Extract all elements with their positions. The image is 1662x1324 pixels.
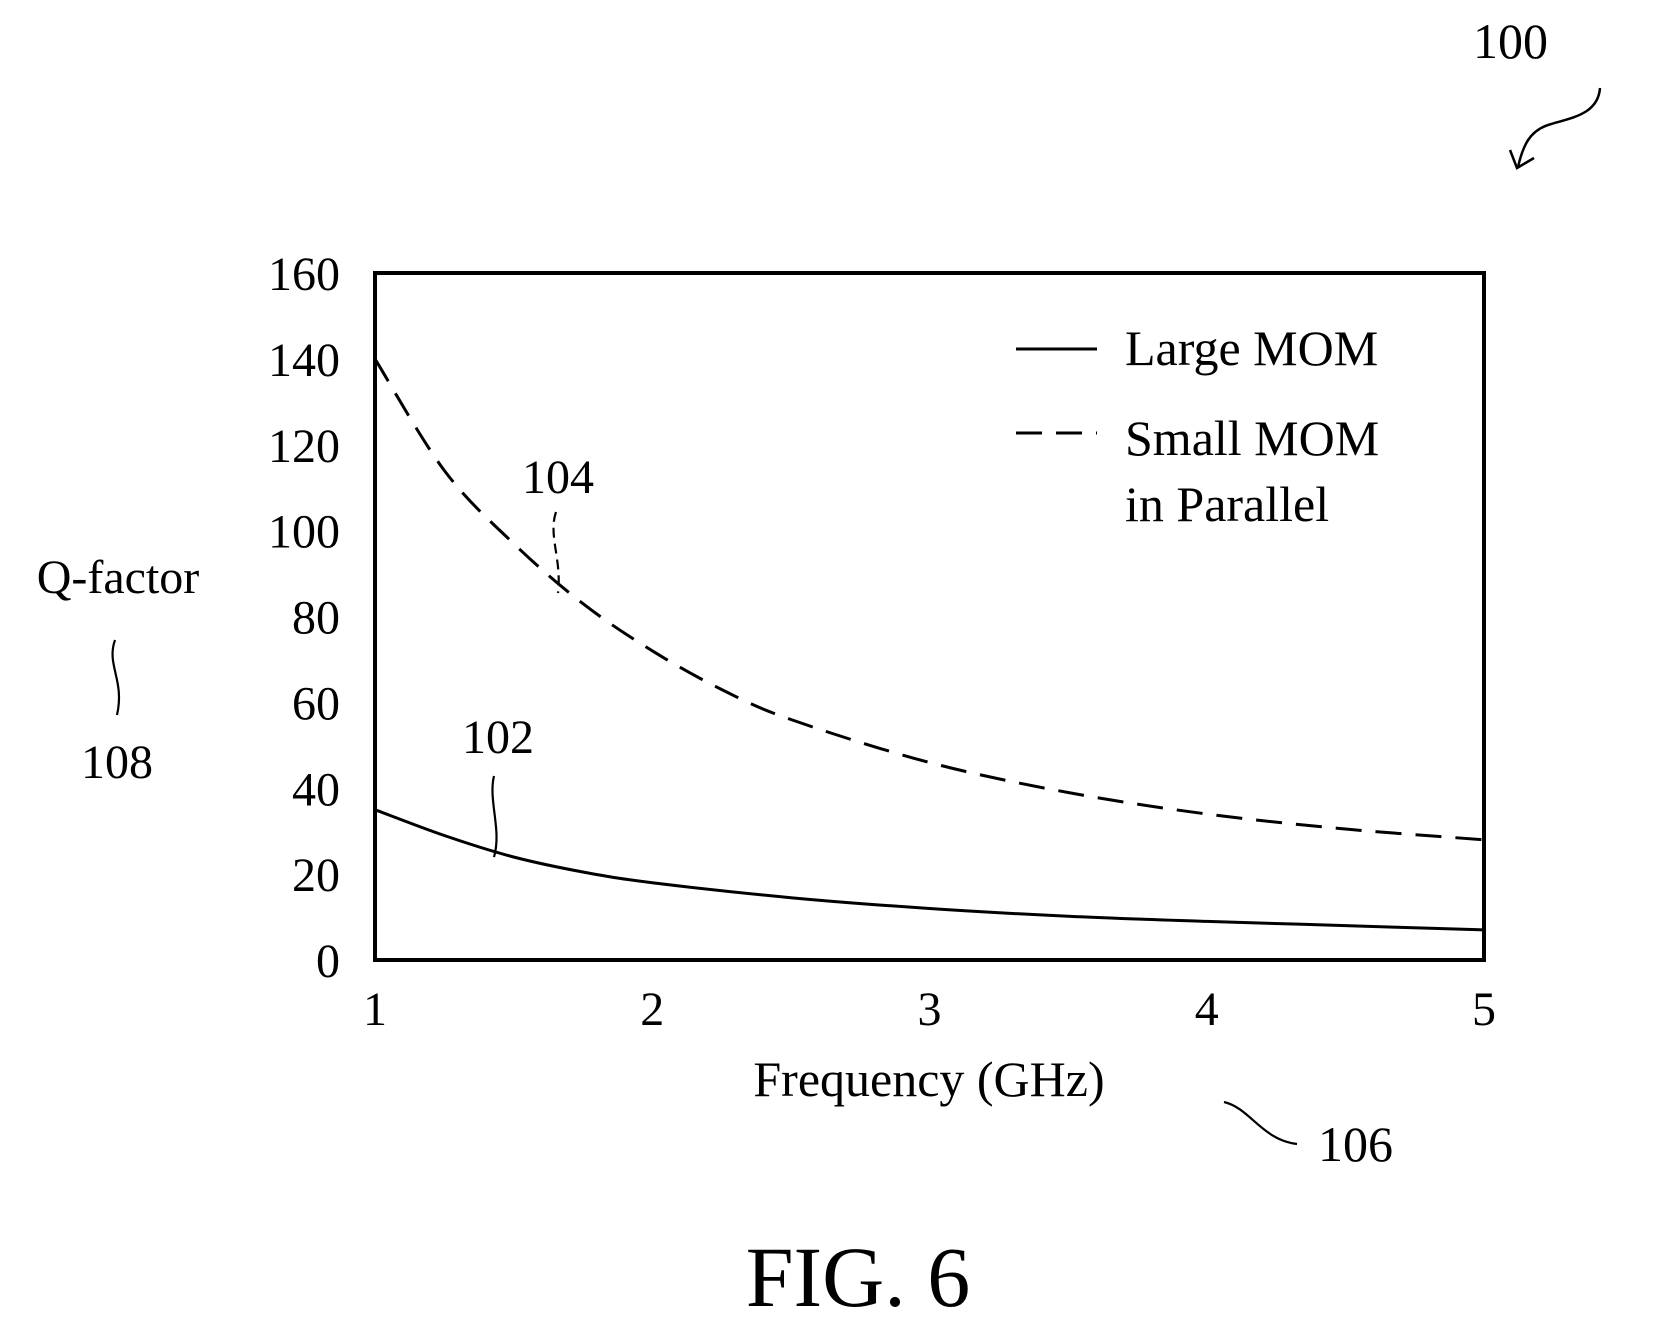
legend-label-small-mom-line1: Small MOM <box>1125 410 1379 466</box>
series-ref-104: 104 <box>522 451 594 504</box>
x-axis-ref-number: 106 <box>1318 1116 1393 1172</box>
x-axis-label: Frequency (GHz) <box>753 1051 1104 1107</box>
series-line-large-mom <box>374 808 1485 932</box>
y-tick-label: 100 <box>268 506 340 559</box>
y-tick-label: 20 <box>292 849 340 902</box>
x-tick-label: 5 <box>1472 983 1496 1036</box>
figure-ref-arrowhead <box>1508 149 1535 170</box>
y-axis-ref-leader <box>111 639 121 716</box>
y-tick-labels: 0 20 40 60 80 100 120 140 160 <box>268 248 340 988</box>
legend-label-small-mom-line2: in Parallel <box>1125 476 1329 532</box>
x-axis-ref-leader <box>1223 1100 1298 1146</box>
y-tick-label: 160 <box>268 248 340 301</box>
figure-caption: FIG. 6 <box>746 1229 971 1324</box>
series-ref-104-leader <box>552 511 560 594</box>
series-line-small-mom-parallel <box>373 358 1485 842</box>
y-tick-label: 0 <box>316 935 340 988</box>
y-tick-label: 60 <box>292 677 340 730</box>
series-ref-102-leader <box>491 775 498 858</box>
x-tick-label: 4 <box>1195 983 1219 1036</box>
series-ref-102: 102 <box>462 711 534 764</box>
x-tick-labels: 1 2 3 4 5 <box>363 983 1496 1036</box>
figure-ref-arrow <box>1516 87 1602 168</box>
x-tick-label: 1 <box>363 983 387 1036</box>
x-tick-label: 2 <box>640 983 664 1036</box>
legend-label-large-mom: Large MOM <box>1125 320 1378 376</box>
y-tick-label: 120 <box>268 420 340 473</box>
y-tick-label: 80 <box>292 592 340 645</box>
legend: Large MOM Small MOM in Parallel <box>1016 320 1379 532</box>
x-tick-label: 3 <box>918 983 942 1036</box>
series-layer <box>373 358 1485 932</box>
figure-ref-number: 100 <box>1473 13 1548 69</box>
plot-frame <box>373 271 1486 962</box>
y-tick-label: 40 <box>292 763 340 816</box>
y-axis-label: Q-factor <box>37 551 200 604</box>
y-tick-label: 140 <box>268 334 340 387</box>
y-axis-ref-number: 108 <box>81 736 153 789</box>
